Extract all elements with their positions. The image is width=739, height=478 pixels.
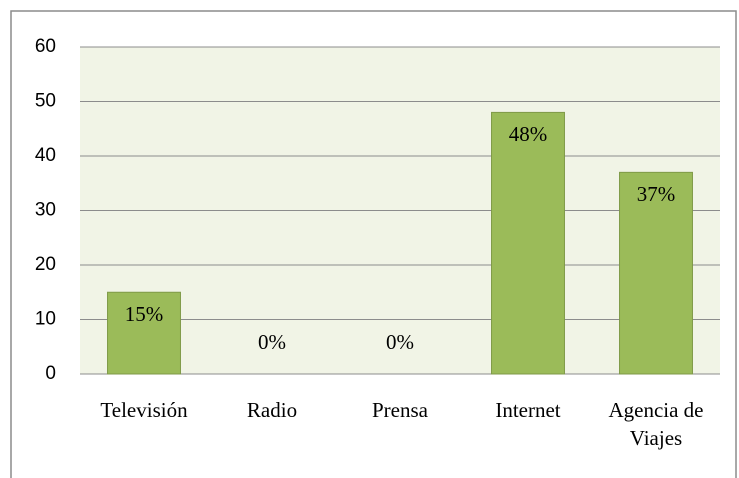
x-tick-label: Internet: [495, 398, 561, 422]
y-tick-label: 20: [35, 254, 56, 275]
y-tick-label: 10: [35, 309, 56, 330]
bar: [491, 111, 565, 375]
x-tick-label: Televisión: [100, 398, 188, 422]
y-tick-label: 40: [35, 145, 56, 166]
value-label: 0%: [258, 330, 286, 354]
y-tick-label: 60: [35, 36, 56, 57]
value-label: 15%: [125, 302, 164, 326]
x-tick-label: Prensa: [372, 398, 428, 422]
y-tick-label: 0: [45, 363, 56, 384]
value-label: 0%: [386, 330, 414, 354]
x-tick-label: Agencia de Viajes: [608, 398, 704, 450]
y-tick-label: 50: [35, 91, 56, 112]
y-tick-label: 30: [35, 200, 56, 221]
bar: [619, 171, 693, 375]
bar: [107, 291, 181, 375]
value-label: 37%: [637, 182, 676, 206]
x-tick-label: Radio: [246, 398, 298, 422]
value-label: 48%: [509, 122, 548, 146]
